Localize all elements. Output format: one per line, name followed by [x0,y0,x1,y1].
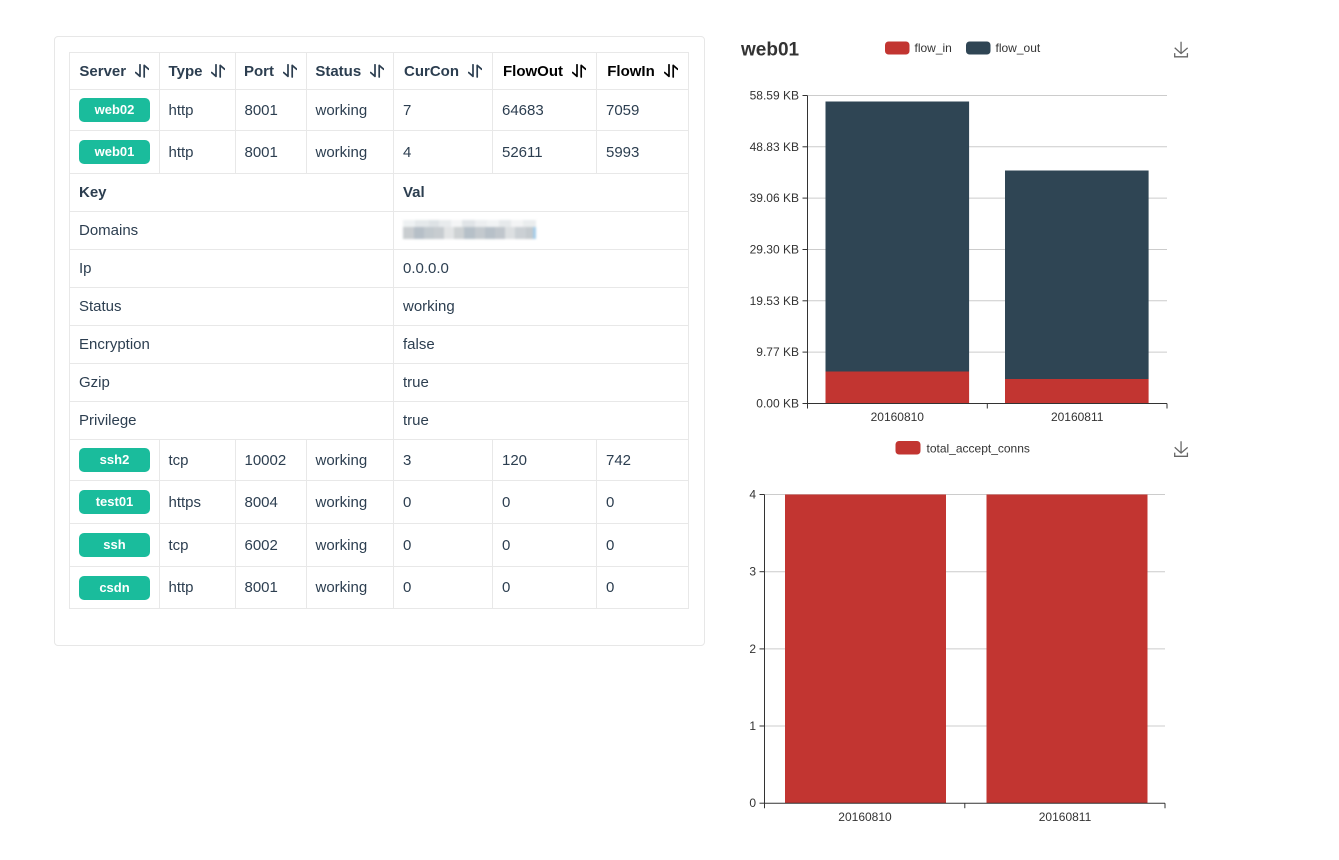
svg-text:flow_in: flow_in [915,41,952,55]
svg-text:0.00 KB: 0.00 KB [756,397,799,411]
svg-text:29.30 KB: 29.30 KB [750,243,799,257]
svg-text:48.83 KB: 48.83 KB [750,140,799,154]
svg-text:flow_out: flow_out [996,41,1041,55]
svg-text:39.06 KB: 39.06 KB [750,191,799,205]
svg-text:9.77 KB: 9.77 KB [756,345,799,359]
svg-text:total_accept_conns: total_accept_conns [927,442,1030,456]
svg-text:3: 3 [749,565,756,579]
svg-text:19.53 KB: 19.53 KB [750,294,799,308]
svg-text:58.59 KB: 58.59 KB [750,89,799,103]
svg-text:2: 2 [749,642,756,656]
svg-text:1: 1 [749,719,756,733]
svg-text:4: 4 [749,488,756,502]
svg-text:20160811: 20160811 [1051,410,1104,424]
svg-text:20160810: 20160810 [871,410,925,424]
svg-text:0: 0 [749,796,756,810]
svg-text:20160810: 20160810 [838,810,892,824]
svg-text:20160811: 20160811 [1039,810,1092,824]
svg-text:web01: web01 [740,40,800,61]
